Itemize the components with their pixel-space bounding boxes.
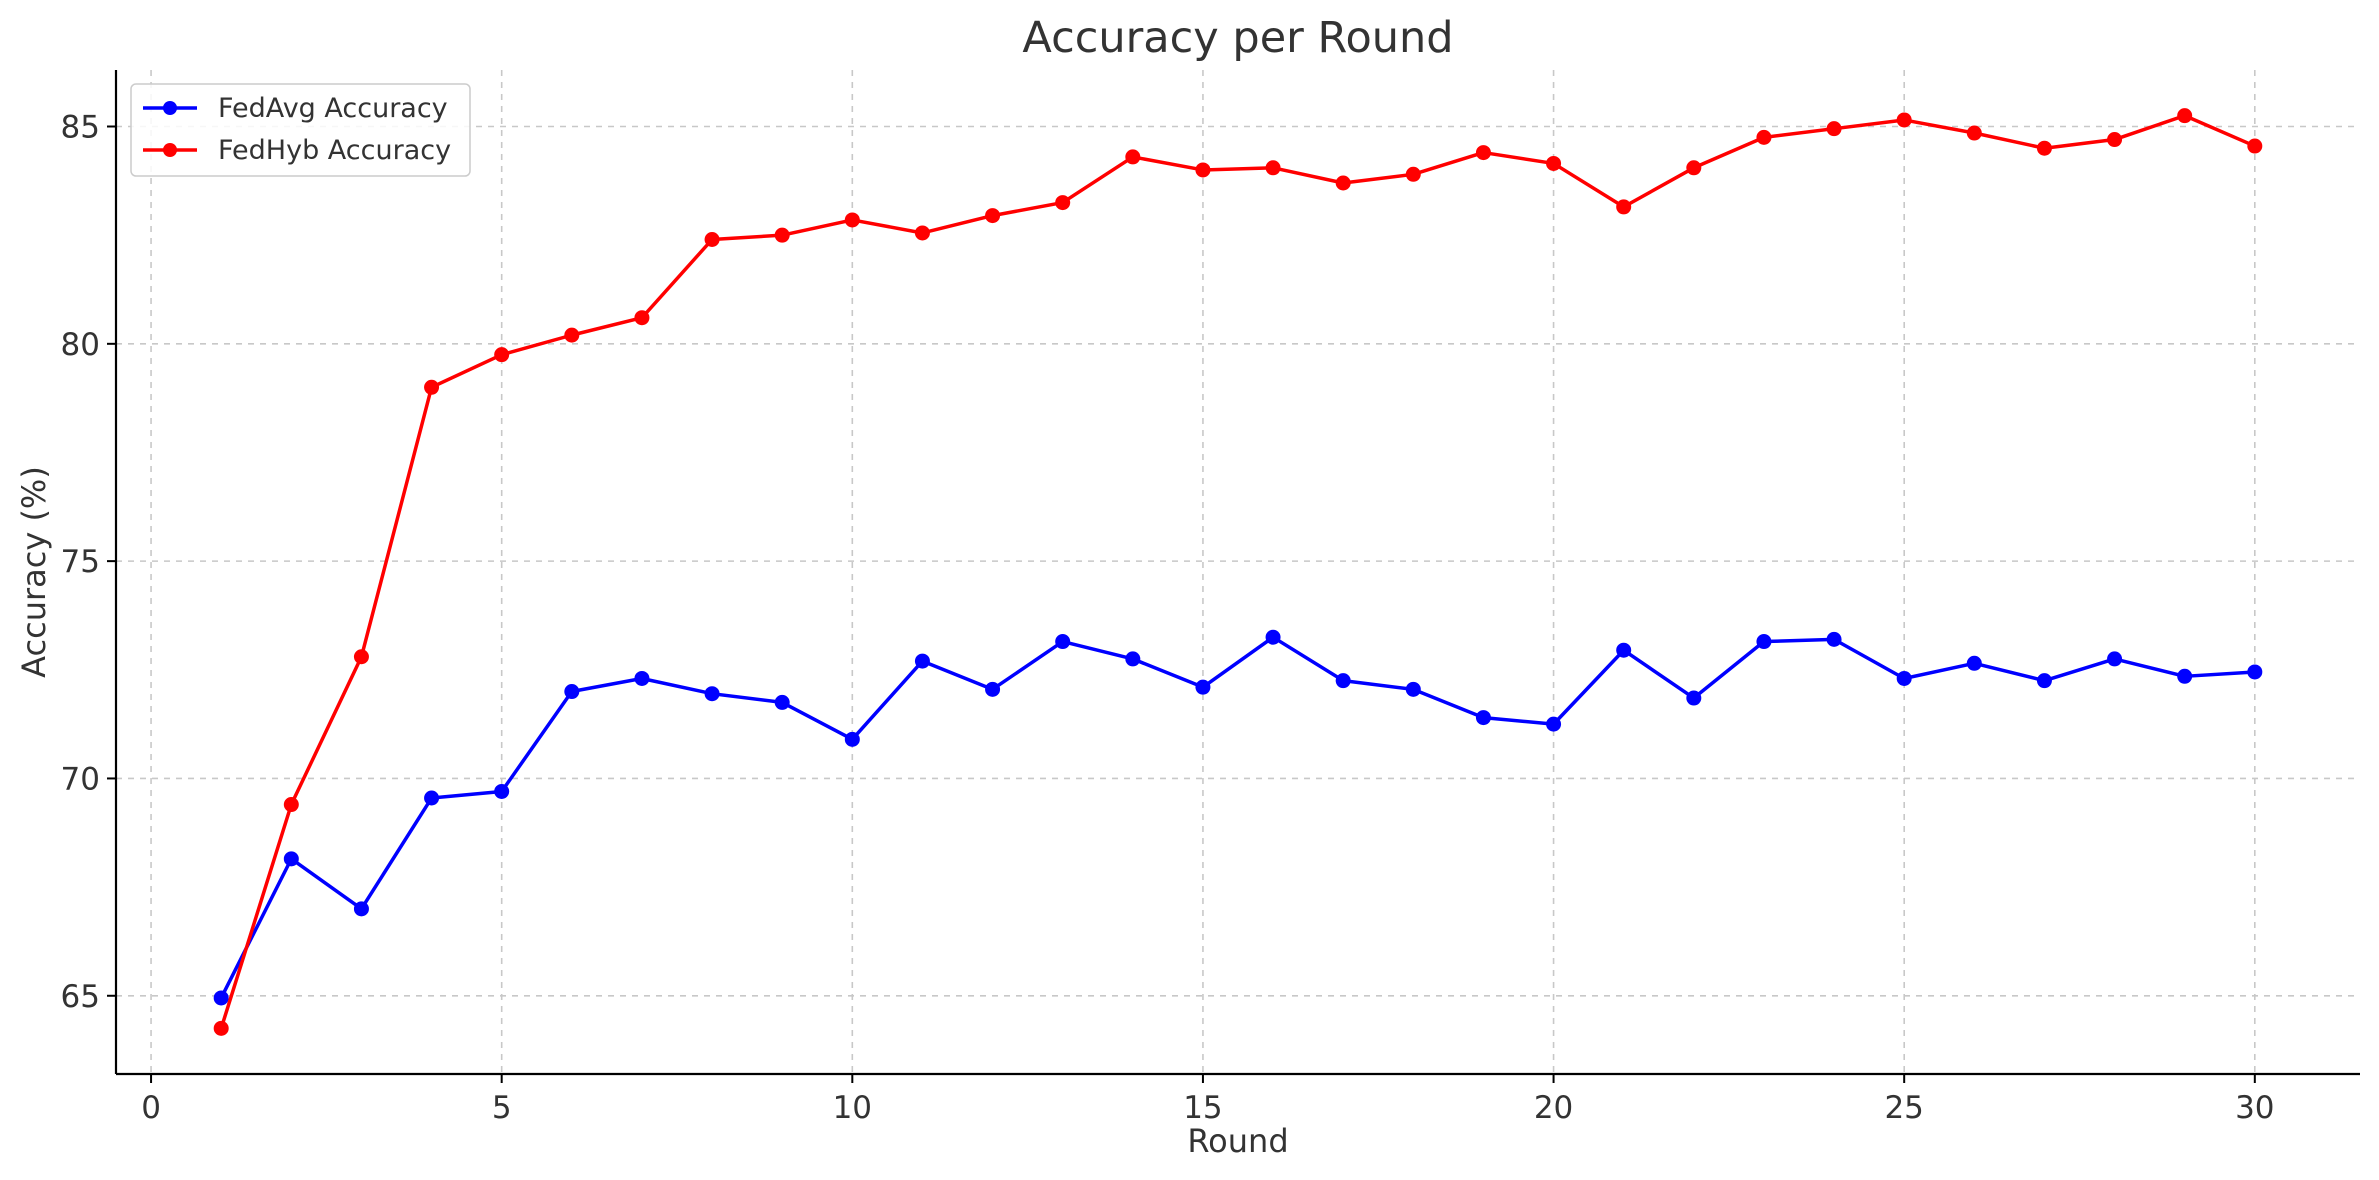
series-layer bbox=[213, 108, 2263, 1036]
data-point-fedavg-accuracy bbox=[1896, 670, 1912, 686]
data-point-fedavg-accuracy bbox=[564, 684, 580, 700]
data-point-fedavg-accuracy bbox=[424, 790, 440, 806]
legend-label-fedhyb: FedHyb Accuracy bbox=[218, 135, 451, 166]
data-point-fedhyb-accuracy bbox=[1055, 195, 1071, 211]
data-point-fedavg-accuracy bbox=[283, 851, 299, 867]
legend-box bbox=[130, 83, 471, 177]
data-point-fedhyb-accuracy bbox=[914, 225, 930, 241]
x-tick-label: 0 bbox=[141, 1090, 161, 1126]
data-point-fedhyb-accuracy bbox=[1125, 149, 1141, 165]
data-point-fedavg-accuracy bbox=[1756, 634, 1772, 650]
data-point-fedhyb-accuracy bbox=[844, 212, 860, 228]
series-line-fedhyb-accuracy bbox=[219, 113, 2256, 1029]
legend-label-fedavg: FedAvg Accuracy bbox=[218, 93, 448, 124]
y-tick-label: 85 bbox=[61, 110, 100, 146]
y-tick-label: 70 bbox=[61, 761, 100, 797]
data-point-fedavg-accuracy bbox=[1405, 681, 1421, 697]
data-point-fedhyb-accuracy bbox=[985, 208, 1001, 224]
data-point-fedhyb-accuracy bbox=[1616, 199, 1632, 215]
data-point-fedhyb-accuracy bbox=[774, 227, 790, 243]
legend-marker-fedhyb bbox=[163, 143, 177, 157]
data-point-fedhyb-accuracy bbox=[353, 649, 369, 665]
data-point-fedhyb-accuracy bbox=[1195, 162, 1211, 178]
data-point-fedhyb-accuracy bbox=[1896, 112, 1912, 128]
axes-layer: 0 5 10 15 20 25 30 65 70 75 80 85 bbox=[61, 70, 2360, 1126]
data-point-fedavg-accuracy bbox=[1125, 651, 1141, 667]
y-tick-label: 65 bbox=[61, 979, 100, 1015]
data-point-fedhyb-accuracy bbox=[1756, 129, 1772, 145]
data-point-fedhyb-accuracy bbox=[494, 347, 510, 363]
data-point-fedavg-accuracy bbox=[213, 990, 229, 1006]
data-point-fedhyb-accuracy bbox=[2177, 108, 2193, 124]
data-point-fedhyb-accuracy bbox=[1686, 160, 1702, 176]
data-point-fedhyb-accuracy bbox=[1335, 175, 1351, 191]
data-point-fedavg-accuracy bbox=[1265, 629, 1281, 645]
data-point-fedavg-accuracy bbox=[1475, 710, 1491, 726]
x-tick-label: 20 bbox=[1534, 1090, 1573, 1126]
data-point-fedavg-accuracy bbox=[2036, 673, 2052, 689]
data-point-fedhyb-accuracy bbox=[2107, 132, 2123, 148]
data-point-fedavg-accuracy bbox=[844, 731, 860, 747]
data-point-fedavg-accuracy bbox=[494, 783, 510, 799]
data-point-fedavg-accuracy bbox=[1826, 631, 1842, 647]
data-point-fedavg-accuracy bbox=[1966, 655, 1982, 671]
data-point-fedhyb-accuracy bbox=[283, 797, 299, 813]
data-point-fedhyb-accuracy bbox=[634, 310, 650, 326]
data-point-fedavg-accuracy bbox=[704, 686, 720, 702]
data-point-fedhyb-accuracy bbox=[1265, 160, 1281, 176]
data-point-fedhyb-accuracy bbox=[2036, 140, 2052, 156]
x-tick-label: 10 bbox=[833, 1090, 872, 1126]
x-axis-label: Round bbox=[1187, 1122, 1288, 1160]
grid-layer bbox=[116, 70, 2360, 1074]
data-point-fedhyb-accuracy bbox=[213, 1020, 229, 1036]
data-point-fedavg-accuracy bbox=[1616, 642, 1632, 658]
x-tick-label: 5 bbox=[492, 1090, 512, 1126]
data-point-fedhyb-accuracy bbox=[2247, 138, 2263, 154]
chart-title: Accuracy per Round bbox=[1022, 13, 1453, 63]
series-line-fedavg-accuracy bbox=[219, 635, 2255, 999]
data-point-fedhyb-accuracy bbox=[1405, 166, 1421, 182]
data-point-fedavg-accuracy bbox=[914, 653, 930, 669]
data-point-fedavg-accuracy bbox=[2247, 664, 2263, 680]
data-point-fedhyb-accuracy bbox=[704, 232, 720, 248]
data-point-fedavg-accuracy bbox=[634, 670, 650, 686]
data-point-fedavg-accuracy bbox=[353, 901, 369, 917]
y-axis-label: Accuracy (%) bbox=[15, 466, 53, 678]
x-tick-label: 25 bbox=[1884, 1090, 1923, 1126]
data-point-fedavg-accuracy bbox=[774, 694, 790, 710]
data-point-fedavg-accuracy bbox=[2177, 668, 2193, 684]
x-tick-label: 30 bbox=[2235, 1090, 2274, 1126]
legend: FedAvg Accuracy FedHyb Accuracy bbox=[130, 83, 471, 177]
data-point-fedavg-accuracy bbox=[1055, 634, 1071, 650]
data-point-fedhyb-accuracy bbox=[1475, 145, 1491, 161]
data-point-fedhyb-accuracy bbox=[424, 379, 440, 395]
data-point-fedhyb-accuracy bbox=[1966, 125, 1982, 141]
x-tick-label: 15 bbox=[1183, 1090, 1222, 1126]
y-tick-label: 75 bbox=[61, 544, 100, 580]
data-point-fedavg-accuracy bbox=[1335, 673, 1351, 689]
data-point-fedavg-accuracy bbox=[985, 681, 1001, 697]
data-point-fedavg-accuracy bbox=[2107, 651, 2123, 667]
data-point-fedhyb-accuracy bbox=[1826, 121, 1842, 137]
legend-marker-fedavg bbox=[163, 101, 177, 115]
data-point-fedavg-accuracy bbox=[1546, 716, 1562, 732]
data-point-fedavg-accuracy bbox=[1195, 679, 1211, 695]
data-point-fedhyb-accuracy bbox=[564, 327, 580, 343]
y-tick-label: 80 bbox=[61, 327, 100, 363]
data-point-fedavg-accuracy bbox=[1686, 690, 1702, 706]
data-point-fedhyb-accuracy bbox=[1546, 155, 1562, 171]
